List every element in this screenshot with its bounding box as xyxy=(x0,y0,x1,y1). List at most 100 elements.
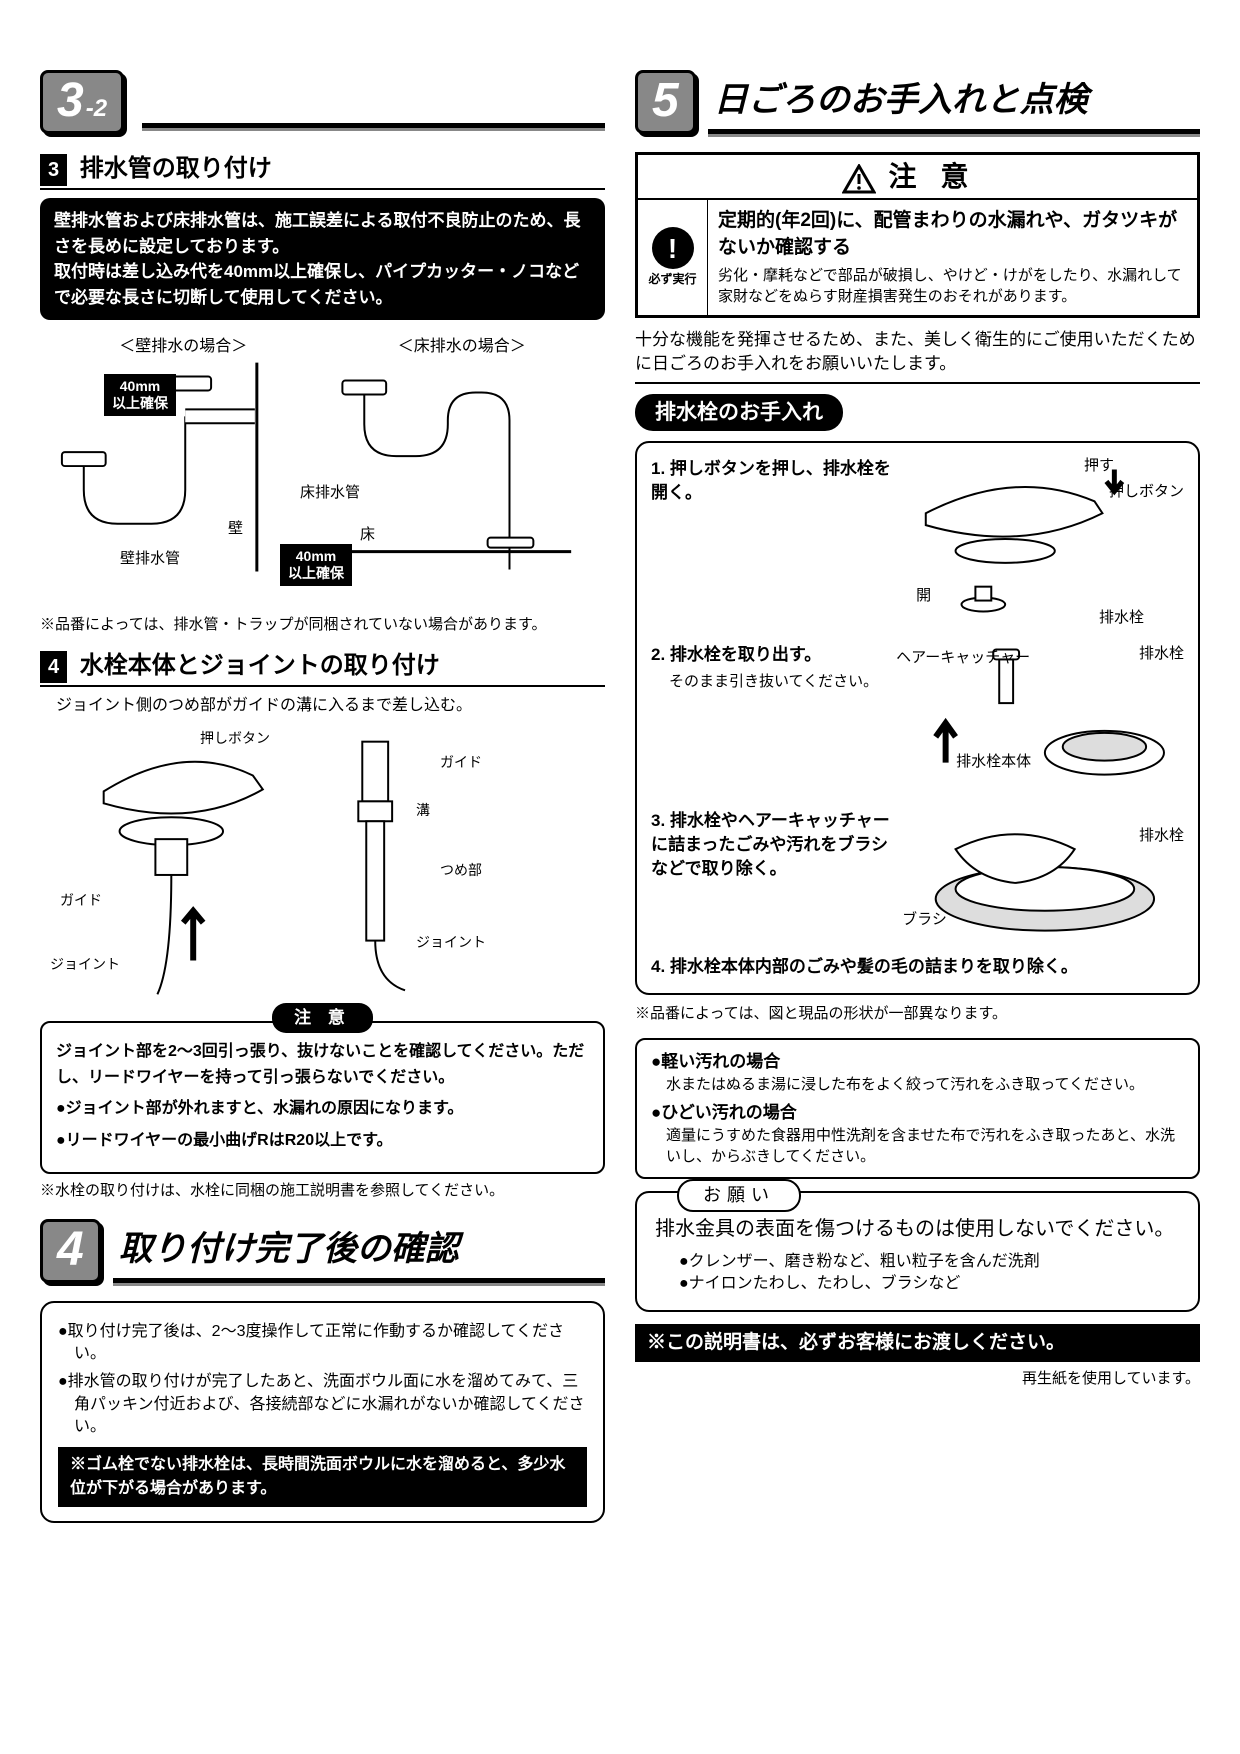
step4-title: 取り付け完了後の確認 xyxy=(113,1226,605,1283)
tag-40mm-wall: 40mm 以上確保 xyxy=(104,374,176,416)
caution-line-3: ●リードワイヤーの最小曲げRはR20以上です。 xyxy=(56,1128,589,1154)
warning-text: 定期的(年2回)に、配管まわりの水漏れや、ガタツキがないか確認する 劣化・摩耗な… xyxy=(708,200,1197,315)
push-button-label-2: 押しボタン xyxy=(1109,481,1184,502)
joint-label-r: ジョイント xyxy=(416,933,486,953)
section-4-note: ※水栓の取り付けは、水栓に同梱の施工説明書を参照してください。 xyxy=(40,1180,605,1201)
drain-label-2: 排水栓 xyxy=(1139,643,1184,664)
care-step-1-fig: 押す 押しボタン 開 排水栓 xyxy=(896,457,1184,627)
care-step-4: 4. 排水栓本体内部のごみや髪の毛の詰まりを取り除く。 xyxy=(651,955,1184,979)
step4-black-note: ※ゴム栓でない排水栓は、長時間洗面ボウルに水を溜めると、多少水位が下がる場合があ… xyxy=(58,1447,587,1507)
section-4-title: 4 水栓本体とジョイントの取り付け xyxy=(40,649,605,687)
guide-label-l: ガイド xyxy=(60,891,102,911)
drain-label-1: 排水栓 xyxy=(1099,607,1144,628)
caution-line-2: ●ジョイント部が外れますと、水漏れの原因になります。 xyxy=(56,1096,589,1122)
care-step-3-text: 3. 排水栓やヘアーキャッチャーに詰まったごみや汚れをブラシなどで取り除く。 xyxy=(651,809,896,939)
care-step-3: 3. 排水栓やヘアーキャッチャーに詰まったごみや汚れをブラシなどで取り除く。 排… xyxy=(651,809,1184,939)
step4-bullets: ●取り付け完了後は、2～3度操作して正常に作動するか確認してください。 ●排水管… xyxy=(58,1321,587,1439)
right-column: 5 日ごろのお手入れと点検 注意 ! 必ず実行 定期的(年2回)に、配管まわりの… xyxy=(635,70,1200,1531)
shape-note: ※品番によっては、図と現品の形状が一部異なります。 xyxy=(635,1003,1200,1024)
heading-4: 4 取り付け完了後の確認 xyxy=(40,1219,605,1283)
section-3-note: ※品番によっては、排水管・トラップが同梱されていない場合があります。 xyxy=(40,614,605,635)
care-step-2-fig: ヘアーキャッチャー 排水栓 排水栓本体 xyxy=(896,643,1184,793)
care-step-2-sub: そのまま引き抜いてください。 xyxy=(651,671,896,692)
wall-pipe-label: 壁排水管 xyxy=(120,548,180,569)
footer-instruction: ※この説明書は、必ずお客様にお渡しください。 xyxy=(635,1324,1200,1363)
light-dirt-text: 水またはぬるま湯に浸した布をよく絞って汚れをふき取ってください。 xyxy=(651,1074,1184,1095)
drain-label-3: 排水栓 xyxy=(1139,825,1184,846)
care-step-3-fig: 排水栓 ブラシ xyxy=(896,809,1184,939)
step5-num: 5 xyxy=(652,77,679,125)
dirt-box: ●軽い汚れの場合 水またはぬるま湯に浸した布をよく絞って汚れをふき取ってください… xyxy=(635,1038,1200,1179)
groove-label: 溝 xyxy=(416,801,430,821)
recycled-paper: 再生紙を使用しています。 xyxy=(635,1368,1200,1389)
step-minor: -2 xyxy=(86,97,107,121)
push-button-label: 押しボタン xyxy=(200,729,270,749)
warning-lead: 定期的(年2回)に、配管まわりの水漏れや、ガタツキがないか確認する xyxy=(718,208,1187,261)
step4-bullet-1: ●取り付け完了後は、2～3度操作して正常に作動するか確認してください。 xyxy=(58,1321,587,1366)
push-label: 押す xyxy=(1084,455,1114,476)
joint-label-l: ジョイント xyxy=(50,955,120,975)
request-b1: ●クレンザー、磨き粉など、粗い粒子を含んだ洗剤 xyxy=(655,1251,1180,1273)
care-step-1: 1. 押しボタンを押し、排水栓を開く。 押す 押しボタン 開 xyxy=(651,457,1184,627)
section-3-text: 排水管の取り付け xyxy=(80,155,272,182)
warning-head-text: 注意 xyxy=(888,161,992,192)
section-4-lead: ジョイント側のつめ部がガイドの溝に入るまで差し込む。 xyxy=(56,695,605,717)
tag-40mm-floor: 40mm 以上確保 xyxy=(280,544,352,586)
left-column: 3 -2 3 排水管の取り付け 壁排水管および床排水管は、施工誤差による取付不良… xyxy=(40,70,605,1531)
request-lead: 排水金具の表面を傷つけるものは使用しないでください。 xyxy=(655,1215,1180,1243)
section-4-text: 水栓本体とジョイントの取り付け xyxy=(80,652,440,679)
care-step-2: 2. 排水栓を取り出す。 そのまま引き抜いてください。 ヘアーキャッチャー xyxy=(651,643,1184,793)
section-3-warning: 壁排水管および床排水管は、施工誤差による取付不良防止のため、長さを長めに設定して… xyxy=(40,198,605,320)
care-step-2-text: 2. 排水栓を取り出す。 そのまま引き抜いてください。 xyxy=(651,643,896,793)
warning-body: ! 必ず実行 定期的(年2回)に、配管まわりの水漏れや、ガタツキがないか確認する… xyxy=(638,200,1197,315)
request-b2: ●ナイロンたわし、たわし、ブラシなど xyxy=(655,1273,1180,1295)
section-3-num: 3 xyxy=(40,154,67,186)
caution-box: ジョイント部を2～3回引っ張り、抜けないことを確認してください。ただし、リードワ… xyxy=(40,1021,605,1173)
heavy-dirt-text: 適量にうすめた食器用中性洗剤を含ませた布で汚れをふき取ったあと、水洗いし、からぶ… xyxy=(651,1125,1184,1167)
care-step-2-main: 2. 排水栓を取り出す。 xyxy=(651,645,821,664)
hair-catcher-label: ヘアーキャッチャー xyxy=(896,647,1030,668)
drain-care-header: 排水栓のお手入れ xyxy=(635,394,843,431)
heading-5: 5 日ごろのお手入れと点検 xyxy=(635,70,1200,134)
step4-num: 4 xyxy=(57,1226,84,1274)
step4-bullet-2: ●排水管の取り付けが完了したあと、洗面ボウル面に水を溜めてみて、三角パッキン付近… xyxy=(58,1371,587,1438)
maintenance-intro: 十分な機能を発揮させるため、また、美しく衛生的にご使用いただくために日ごろのお手… xyxy=(635,328,1200,384)
heading-3-2: 3 -2 xyxy=(40,70,605,134)
brush-label: ブラシ xyxy=(902,909,947,930)
caution-pill-wrap: 注 意 xyxy=(40,1003,605,1033)
care-step-4-text: 4. 排水栓本体内部のごみや髪の毛の詰まりを取り除く。 xyxy=(651,955,1184,979)
request-box: お願い 排水金具の表面を傷つけるものは使用しないでください。 ●クレンザー、磨き… xyxy=(635,1191,1200,1312)
request-tab: お願い xyxy=(677,1179,801,1212)
rule xyxy=(142,123,605,128)
floor-pipe-label: 床排水管 xyxy=(300,482,360,503)
step-major: 3 xyxy=(57,77,84,125)
wall-case-label: ＜壁排水の場合＞ xyxy=(119,336,247,358)
floor-label: 床 xyxy=(360,524,375,545)
step-number-4: 4 xyxy=(40,1219,101,1283)
faucet-svg xyxy=(44,731,601,1001)
must-do-label: 必ず実行 xyxy=(648,271,696,288)
step4-box: ●取り付け完了後は、2～3度操作して正常に作動するか確認してください。 ●排水管… xyxy=(40,1301,605,1523)
warning-detail: 劣化・摩耗などで部品が破損し、やけど・けがをしたり、水漏れして家財などをぬらす財… xyxy=(718,265,1187,307)
heavy-dirt-head: ●ひどい汚れの場合 xyxy=(651,1101,1184,1125)
care-step-1-text: 1. 押しボタンを押し、排水栓を開く。 xyxy=(651,457,896,627)
light-dirt-head: ●軽い汚れの場合 xyxy=(651,1050,1184,1074)
warning-frame: 注意 ! 必ず実行 定期的(年2回)に、配管まわりの水漏れや、ガタツキがないか確… xyxy=(635,152,1200,318)
step-number-3-2: 3 -2 xyxy=(40,70,124,134)
faucet-joint-diagram: 押しボタン ガイド 溝 つめ部 ジョイント ガイド ジョイント xyxy=(40,723,605,1003)
drain-body-label: 排水栓本体 xyxy=(956,751,1031,772)
guide-label-r: ガイド xyxy=(440,753,482,773)
drain-pipe-diagram: ＜壁排水の場合＞ ＜床排水の場合＞ xyxy=(40,328,605,608)
step5-title: 日ごろのお手入れと点検 xyxy=(708,77,1200,134)
page: 3 -2 3 排水管の取り付け 壁排水管および床排水管は、施工誤差による取付不良… xyxy=(40,70,1200,1531)
section-4-num: 4 xyxy=(40,651,67,683)
warning-head: 注意 xyxy=(638,155,1197,200)
step-number-5: 5 xyxy=(635,70,696,134)
warning-icon xyxy=(842,164,876,194)
open-label: 開 xyxy=(916,585,931,606)
must-do-icon: ! 必ず実行 xyxy=(638,200,708,315)
caution-pill: 注 意 xyxy=(272,1003,373,1033)
exclaim-icon: ! xyxy=(652,227,694,269)
care-steps-box: 1. 押しボタンを押し、排水栓を開く。 押す 押しボタン 開 xyxy=(635,441,1200,995)
wall-label: 壁 xyxy=(228,518,243,539)
